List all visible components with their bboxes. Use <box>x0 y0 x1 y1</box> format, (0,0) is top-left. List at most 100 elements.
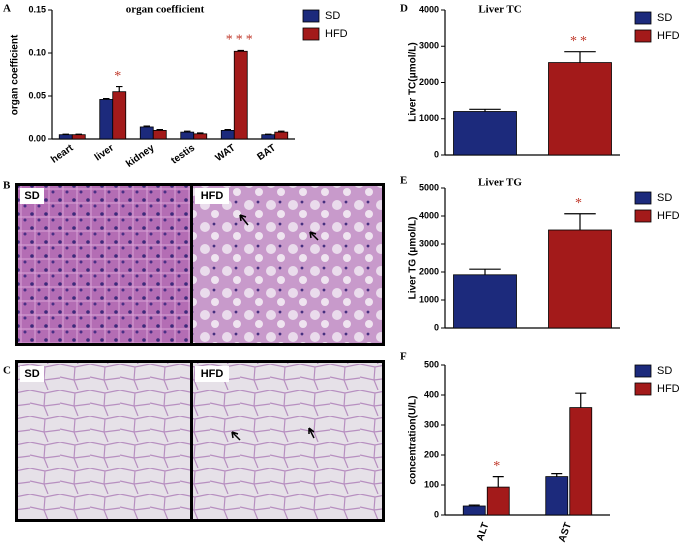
bar <box>453 111 517 156</box>
y-tick-label: 2000 <box>419 77 439 87</box>
y-tick-label: 0 <box>434 509 439 519</box>
label-box <box>20 366 44 382</box>
bar <box>545 476 569 516</box>
y-axis-label: organ coefficient <box>10 34 21 115</box>
y-axis-label: Liver TC(μmol/L) <box>408 42 419 121</box>
error-bar <box>469 268 501 275</box>
panel-letter: D <box>400 3 408 15</box>
error-bar <box>197 132 204 134</box>
y-tick-label: 4000 <box>419 210 439 220</box>
bar <box>220 129 235 140</box>
legend-swatch <box>634 209 652 223</box>
x-tick-label: ALT <box>475 521 492 542</box>
y-tick-label: 3000 <box>419 238 439 248</box>
error-bar <box>278 130 285 133</box>
error-bar <box>564 213 596 230</box>
x-tick-label: WAT <box>214 143 238 164</box>
panel-letter: C <box>3 365 11 377</box>
bar <box>462 505 486 516</box>
y-tick-label: 3000 <box>419 41 439 51</box>
legend-label: SD <box>657 12 672 24</box>
bar <box>71 134 86 140</box>
legend-label: HFD <box>325 28 348 40</box>
bar <box>548 62 612 156</box>
arrow <box>231 427 315 441</box>
legend-swatch <box>302 27 320 41</box>
image-label: HFD <box>201 368 224 380</box>
x-tick-label: BAT <box>255 143 278 163</box>
x-tick-label: liver <box>93 143 116 164</box>
chart-title: organ coefficient <box>126 4 205 16</box>
bar <box>261 134 276 140</box>
error-bar <box>564 51 596 63</box>
legend-label: HFD <box>657 383 680 395</box>
error-bar <box>116 85 123 92</box>
y-tick-label: 0.10 <box>28 47 46 57</box>
panel-letter: E <box>400 175 407 187</box>
legend-label: HFD <box>657 210 680 222</box>
chart-title: Liver TG <box>478 177 522 189</box>
error-bar <box>469 108 501 112</box>
error-bar <box>551 473 563 477</box>
legend-label: HFD <box>657 30 680 42</box>
image-label: HFD <box>201 190 224 202</box>
y-tick-label: 5000 <box>419 182 439 192</box>
chart-title: Liver TC <box>478 4 521 16</box>
y-tick-label: 400 <box>424 389 439 399</box>
image-label: SD <box>24 190 39 202</box>
histology-image <box>193 186 382 343</box>
histology-image <box>18 363 190 519</box>
arrow <box>239 214 319 241</box>
error-bar <box>184 130 191 133</box>
y-tick-label: 200 <box>424 449 439 459</box>
y-tick-label: 300 <box>424 419 439 429</box>
bar <box>139 126 154 140</box>
y-tick-label: 500 <box>424 359 439 369</box>
error-bar <box>237 49 244 52</box>
significance-mark: * <box>493 459 503 474</box>
bar <box>274 131 289 140</box>
x-tick-label: testis <box>169 142 197 166</box>
y-tick-label: 1000 <box>419 294 439 304</box>
error-bar <box>575 392 587 408</box>
bar <box>99 99 114 140</box>
y-tick-label: 0.15 <box>28 4 46 14</box>
legend-swatch <box>634 29 652 43</box>
y-tick-label: 4000 <box>419 4 439 14</box>
histology-image <box>193 363 382 519</box>
image-label: SD <box>24 368 39 380</box>
legend-label: SD <box>657 192 672 204</box>
y-tick-label: 2000 <box>419 266 439 276</box>
bar <box>548 229 612 329</box>
legend-swatch <box>302 9 320 23</box>
bar <box>193 133 208 140</box>
y-tick-label: 0.05 <box>28 90 46 100</box>
label-box <box>20 188 44 204</box>
significance-mark: ** <box>570 34 590 49</box>
y-tick-label: 0 <box>434 149 439 159</box>
bar <box>486 486 510 516</box>
y-axis-label: concentration(U/L) <box>408 396 419 485</box>
y-tick-label: 100 <box>424 479 439 489</box>
error-bar <box>492 476 504 488</box>
y-tick-label: 1000 <box>419 113 439 123</box>
error-bar <box>156 128 163 131</box>
y-tick-label: 0.00 <box>28 133 46 143</box>
bar <box>152 129 167 140</box>
legend-label: SD <box>325 10 340 22</box>
significance-mark: *** <box>226 33 256 48</box>
legend-swatch <box>634 364 652 378</box>
error-bar <box>103 97 110 100</box>
bar <box>112 91 127 140</box>
panel-letter: B <box>3 180 11 192</box>
bar <box>233 50 248 140</box>
bar <box>58 134 73 140</box>
significance-mark: * <box>114 69 124 84</box>
legend-label: SD <box>657 365 672 377</box>
y-axis-label: Liver TG (μmol/L) <box>408 217 419 300</box>
error-bar <box>468 504 480 506</box>
x-tick-label: AST <box>557 521 574 544</box>
y-tick-label: 0 <box>434 322 439 332</box>
error-bar <box>224 128 231 131</box>
